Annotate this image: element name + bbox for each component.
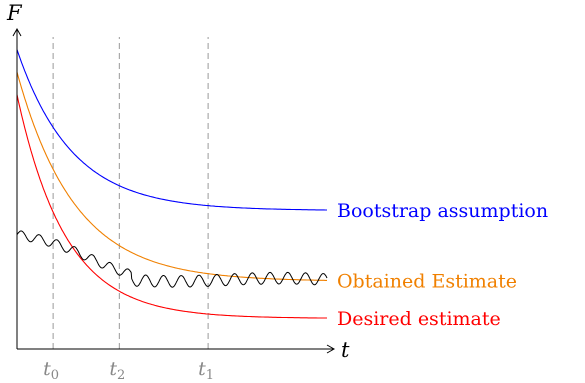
axes: F t (6, 1, 350, 362)
y-axis-label: F (6, 1, 23, 25)
guide-lines (52, 37, 209, 349)
y-axis-arrow (12, 27, 22, 37)
x-axis-label: t (341, 338, 350, 362)
x-tick-label-0: t0 (43, 358, 59, 383)
series-line-0 (16, 49, 327, 211)
series-label-2: Desired estimate (337, 308, 501, 330)
series-layer (16, 49, 328, 319)
series-label-0: Bootstrap assumption (337, 200, 548, 222)
x-tick-labels: t0 t2 t1 (43, 358, 214, 383)
series-line-2 (16, 94, 327, 319)
x-tick-label-2: t1 (198, 358, 214, 383)
series-line-3 (16, 230, 328, 288)
series-label-1: Obtained Estimate (337, 270, 517, 292)
x-axis-arrow (326, 344, 336, 354)
series-labels: Bootstrap assumption Obtained Estimate Des… (337, 200, 548, 330)
x-tick-label-1: t2 (109, 358, 125, 383)
